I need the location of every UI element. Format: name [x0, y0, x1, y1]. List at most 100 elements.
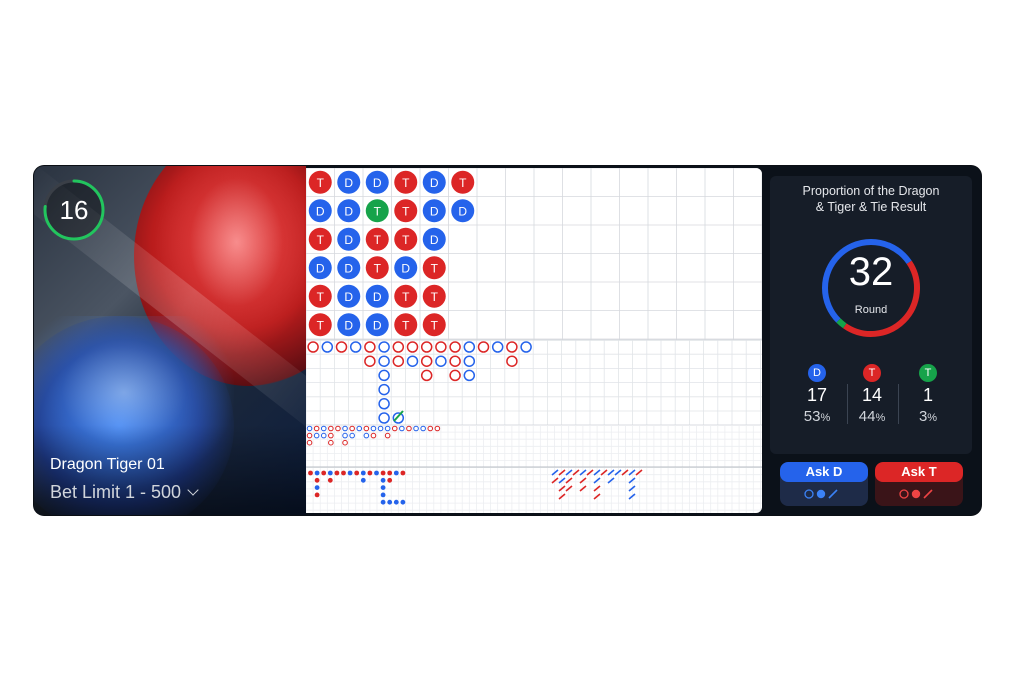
- cockroach-road-mark: [628, 485, 636, 492]
- small-road-mark: [321, 470, 327, 476]
- bead-D: [422, 199, 446, 223]
- big-road-mark: [364, 341, 376, 353]
- bead-label: D: [344, 318, 353, 332]
- bead-T: [394, 313, 418, 337]
- eye-road-mark: [342, 432, 348, 439]
- tiger-badge: T: [863, 364, 881, 382]
- round-label: Round: [854, 304, 888, 316]
- dragon-percent: 53%: [803, 408, 831, 425]
- bead-D: [308, 256, 332, 280]
- eye-road-mark: [370, 432, 377, 439]
- bead-T: [308, 313, 332, 337]
- cockroach-road-mark: [600, 469, 608, 476]
- small-road-mark: [393, 499, 399, 505]
- small-road-mark: [334, 470, 340, 476]
- prediction-icons: [899, 489, 933, 499]
- bead-label: D: [401, 261, 410, 275]
- tiger-percent: 44%: [858, 408, 886, 425]
- bead-T: [422, 256, 446, 280]
- small-road-mark: [393, 470, 399, 476]
- table-name: Dragon Tiger 01: [50, 456, 165, 473]
- small-road-mark: [374, 470, 379, 476]
- proportion-donut: [822, 239, 920, 337]
- big-road-mark: [463, 355, 476, 367]
- small-road-mark: [360, 470, 366, 476]
- eye-road-mark: [391, 425, 398, 432]
- cockroach-road-mark: [628, 493, 636, 500]
- bead-T: [394, 227, 418, 251]
- small-road-mark: [347, 470, 353, 476]
- cockroach-road-mark: [558, 485, 566, 492]
- bead-label: T: [402, 204, 410, 218]
- big-road-mark: [321, 341, 334, 353]
- cockroach-road-mark: [579, 485, 587, 492]
- cockroach-road-mark: [558, 493, 566, 500]
- eye-road-mark: [434, 425, 441, 432]
- big-road-mark: [364, 355, 376, 367]
- bead-label: T: [402, 233, 410, 247]
- eye-road-mark: [320, 432, 327, 439]
- cockroach-road-mark: [635, 469, 643, 476]
- eye-road-mark: [328, 432, 334, 439]
- eye-road-mark: [306, 425, 313, 432]
- bead-T: [308, 284, 332, 308]
- eye-road-mark: [349, 432, 355, 439]
- cockroach-road-mark: [579, 477, 587, 484]
- bead-D: [422, 170, 446, 194]
- bead-label: T: [317, 176, 325, 190]
- bead-label: T: [374, 233, 382, 247]
- bead-D: [337, 256, 361, 280]
- bead-T: [422, 313, 446, 337]
- cockroach-road-mark: [558, 469, 566, 476]
- eye-road-mark: [313, 432, 320, 439]
- countdown-ring: [43, 179, 105, 241]
- bead-T: [422, 284, 446, 308]
- big-road-mark: [378, 341, 390, 353]
- bead-D: [337, 284, 361, 308]
- eye-road-mark: [328, 425, 334, 432]
- big-road-mark: [463, 341, 476, 353]
- eye-road-mark: [427, 425, 434, 432]
- ask-tiger-prediction: [875, 482, 963, 506]
- ask-tiger-button[interactable]: Ask T: [875, 462, 963, 506]
- small-road-mark: [380, 499, 386, 505]
- cockroach-road-mark: [607, 469, 615, 476]
- small-road-mark: [341, 470, 346, 476]
- bead-label: D: [344, 233, 353, 247]
- eye-road-mark: [349, 425, 355, 432]
- cockroach-road-mark: [586, 469, 594, 476]
- cockroach-road-mark: [565, 477, 573, 484]
- eye-road-mark: [328, 439, 334, 446]
- eye-road-mark: [342, 425, 348, 432]
- cockroach-road-mark: [551, 477, 559, 484]
- bead-D: [394, 256, 418, 280]
- ask-dragon-prediction: [780, 482, 868, 506]
- donut-segment-1: [822, 239, 920, 337]
- small-road-mark: [400, 499, 406, 505]
- bead-label: T: [317, 233, 325, 247]
- bead-label: D: [373, 318, 382, 332]
- bead-label: D: [430, 176, 439, 190]
- bead-label: T: [374, 261, 382, 275]
- small-road-mark: [360, 477, 366, 483]
- cockroach-road-mark: [628, 469, 636, 476]
- big-road-mark: [378, 398, 390, 410]
- bead-label: T: [402, 318, 410, 332]
- tiger-count: 14: [861, 385, 883, 405]
- bet-limit-dropdown[interactable]: Bet Limit 1 - 500: [50, 482, 199, 503]
- big-road-mark: [491, 341, 504, 353]
- eye-road-mark: [306, 432, 313, 439]
- small-road-mark: [314, 492, 320, 498]
- bead-label: D: [430, 204, 439, 218]
- big-road-mark: [449, 369, 461, 382]
- ask-dragon-button[interactable]: Ask D: [780, 462, 868, 506]
- big-road-mark: [435, 355, 447, 367]
- big-road-mark: [449, 355, 461, 367]
- big-road-mark: [406, 355, 419, 367]
- bead-D: [337, 227, 361, 251]
- big-road-mark: [506, 341, 518, 353]
- small-road-mark: [380, 485, 386, 490]
- bead-D: [337, 313, 361, 337]
